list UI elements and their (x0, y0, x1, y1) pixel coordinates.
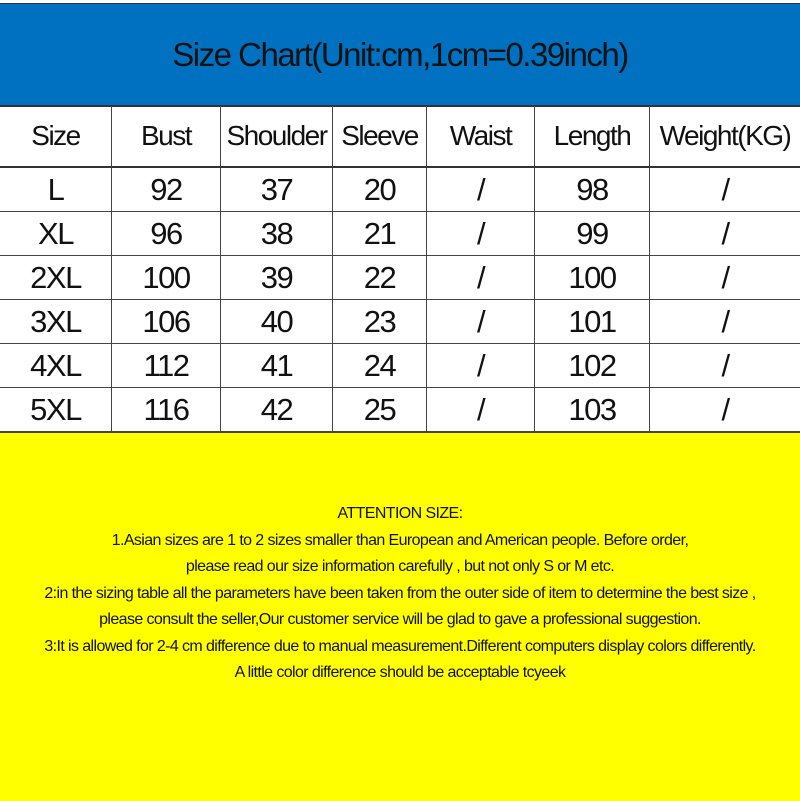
table-cell: 100 (535, 256, 650, 300)
table-cell: 99 (535, 212, 650, 256)
table-cell: 38 (221, 212, 333, 256)
table-cell: 20 (333, 168, 427, 212)
table-cell: / (650, 212, 800, 256)
table-cell: 3XL (0, 300, 112, 344)
note-line: please consult the seller,Our customer s… (99, 611, 701, 628)
column-header-waist: Waist (427, 106, 535, 168)
table-cell: 101 (535, 300, 650, 344)
table-cell: 22 (333, 256, 427, 300)
table-cell: 25 (333, 388, 427, 432)
table-cell: / (427, 168, 535, 212)
column-header-sleeve: Sleeve (333, 106, 427, 168)
table-cell: 100 (112, 256, 221, 300)
note-line: 3:It is allowed for 2-4 cm difference du… (44, 637, 756, 655)
table-cell: 4XL (0, 344, 112, 388)
table-cell: / (427, 212, 535, 256)
column-header-shoulder: Shoulder (221, 106, 333, 168)
table-cell: / (427, 344, 535, 388)
table-cell: 106 (112, 300, 221, 344)
table-cell: 5XL (0, 388, 112, 432)
table-cell: / (650, 388, 800, 432)
column-header-bust: Bust (112, 106, 221, 168)
table-cell: 102 (535, 344, 650, 388)
table-cell: / (650, 344, 800, 388)
table-cell: / (650, 168, 800, 212)
notes-heading: ATTENTION SIZE: (337, 505, 464, 522)
note-line: please read our size information careful… (185, 558, 615, 575)
table-cell: / (427, 300, 535, 344)
table-cell: 92 (112, 168, 221, 212)
table-cell: 116 (112, 388, 221, 432)
table-cell: 24 (333, 344, 427, 388)
size-table: Size Bust Shoulder Sleeve Waist Length Weight(… (0, 106, 800, 432)
table-cell: 112 (112, 344, 221, 388)
table-cell: 37 (221, 168, 333, 212)
table-cell: 40 (221, 300, 333, 344)
table-cell: / (427, 388, 535, 432)
table-cell: 23 (333, 300, 427, 344)
table-cell: 39 (221, 256, 333, 300)
note-line: 1.Asian sizes are 1 to 2 sizes smaller t… (111, 531, 689, 549)
table-cell: / (427, 256, 535, 300)
table-cell: 42 (221, 388, 333, 432)
column-header-length: Length (535, 106, 650, 168)
table-cell: XL (0, 212, 112, 256)
table-cell: 21 (333, 212, 427, 256)
size-chart-title: Size Chart(Unit:cm,1cm=0.39inch) (0, 3, 800, 107)
table-cell: 41 (221, 344, 333, 388)
column-header-weight-kg: Weight(KG) (650, 106, 800, 168)
table-cell: L (0, 168, 112, 212)
attention-notes-panel: ATTENTION SIZE: 1.Asian sizes are 1 to 2 … (0, 432, 800, 801)
table-cell: 98 (535, 168, 650, 212)
note-line: A little color difference should be acce… (234, 664, 566, 681)
attention-notes: ATTENTION SIZE: 1.Asian sizes are 1 to 2 … (0, 501, 800, 687)
table-cell: / (650, 256, 800, 300)
table-cell: 103 (535, 388, 650, 432)
table-cell: / (650, 300, 800, 344)
column-header-size: Size (0, 106, 112, 168)
table-cell: 2XL (0, 256, 112, 300)
table-cell: 96 (112, 212, 221, 256)
note-line: 2:in the sizing table all the parameters… (44, 584, 756, 602)
